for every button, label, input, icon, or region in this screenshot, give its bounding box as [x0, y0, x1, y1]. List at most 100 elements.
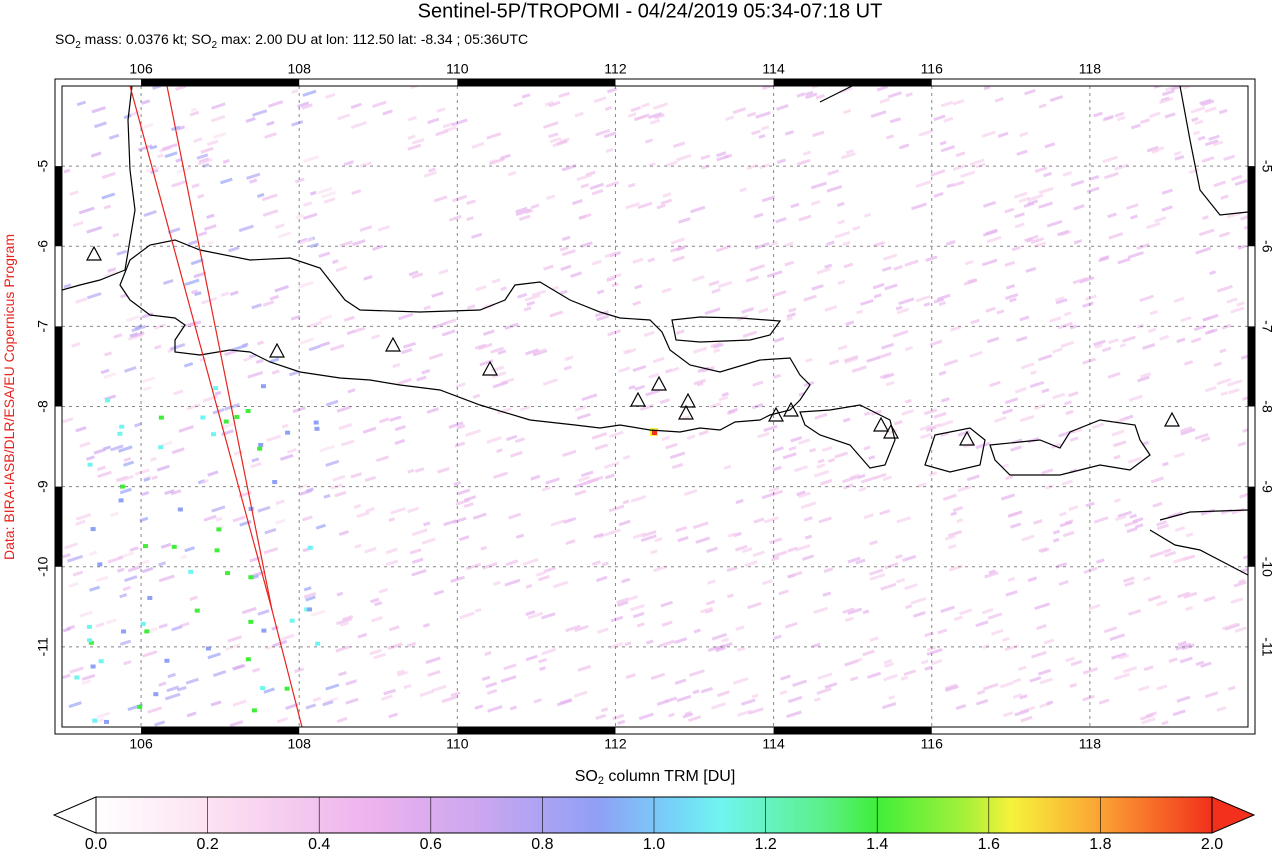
so2-pixel [142, 376, 156, 384]
so2-pixel [1068, 505, 1079, 512]
so2-pixel [552, 580, 569, 589]
credit: Data: BIRA-IASB/DLR/ESA/EU Copernicus Pr… [1, 234, 17, 560]
so2-pixel [981, 258, 998, 267]
so2-pixel [776, 104, 789, 111]
so2-pixel [116, 249, 128, 256]
so2-pixel [68, 581, 79, 588]
so2-pixel [162, 279, 174, 286]
so2-pixel [388, 712, 398, 719]
so2-pixel [1197, 135, 1206, 141]
so2-pixel [983, 86, 991, 91]
so2-pixel [1219, 348, 1227, 354]
so2-pixel [933, 411, 947, 419]
so2-pixel [692, 521, 709, 530]
so2-pixel [521, 93, 531, 99]
so2-pixel [1147, 594, 1162, 602]
so2-pixel [370, 615, 383, 623]
so2-pixel [1137, 375, 1150, 383]
colorbar-label: SO2 column TRM [DU] [575, 768, 736, 787]
so2-pixel [565, 539, 576, 546]
x-tick-label: 106 [129, 61, 153, 77]
so2-pixel [985, 228, 998, 236]
so2-pixel [976, 689, 986, 696]
so2-pixel [905, 92, 913, 98]
so2-pixel [89, 585, 101, 592]
so2-pixel [803, 516, 814, 522]
so2-pixel [1102, 155, 1118, 164]
so2-pixel [1149, 550, 1165, 559]
so2-pixel [88, 550, 98, 556]
so2-pixel [1122, 666, 1138, 674]
so2-pixel [946, 183, 954, 189]
so2-pixel [206, 213, 215, 219]
so2-pixel [1200, 436, 1211, 443]
so2-pixel [1049, 316, 1062, 323]
so2-pixel [176, 125, 186, 131]
so2-pixel [197, 231, 208, 237]
so2-pixel [987, 612, 1003, 620]
so2-pixel [1193, 324, 1206, 332]
so2-pixel [842, 417, 851, 423]
so2-pixel [112, 232, 120, 238]
so2-pixel [1179, 426, 1193, 433]
so2-pixel [1142, 343, 1156, 350]
so2-pixel [533, 698, 542, 704]
so2-pixel [604, 106, 612, 111]
so2-pixel [1176, 337, 1186, 344]
so2-pixel [812, 642, 821, 648]
so2-pixel [823, 567, 834, 573]
so2-pixel [805, 90, 814, 96]
so2-pixel [1005, 590, 1018, 597]
so2-pixel [883, 659, 893, 665]
so2-pixel [229, 290, 239, 296]
so2-pixel [507, 170, 517, 177]
so2-pixel [787, 546, 798, 553]
so2-pixel [456, 424, 466, 430]
so2-pixel [121, 629, 127, 634]
colorbar-under [52, 796, 97, 834]
so2-pixel [610, 615, 624, 623]
so2-pixel [227, 635, 242, 643]
so2-pixel [845, 320, 855, 326]
so2-pixel [1069, 436, 1079, 442]
so2-pixel [1173, 296, 1185, 303]
so2-pixel [365, 507, 375, 513]
so2-pixel [883, 673, 898, 682]
so2-pixel [604, 473, 615, 480]
so2-pixel [923, 408, 938, 416]
so2-pixel [782, 452, 797, 460]
so2-pixel [937, 628, 948, 635]
so2-pixel [905, 604, 913, 610]
so2-pixel [1041, 388, 1050, 394]
so2-pixel [910, 202, 927, 211]
so2-pixel [458, 535, 470, 542]
so2-pixel [1056, 229, 1070, 237]
so2-pixel [123, 456, 132, 462]
so2-pixel [496, 407, 512, 415]
so2-pixel [999, 681, 1014, 689]
volcano [85, 245, 1181, 446]
so2-pixel [343, 160, 354, 167]
so2-pixel [248, 619, 254, 624]
so2-pixel [1004, 207, 1015, 214]
so2-pixel [1226, 379, 1243, 387]
so2-pixel [110, 444, 124, 452]
so2-pixel [211, 102, 226, 110]
so2-pixel [1194, 432, 1209, 441]
so2-pixel [1065, 656, 1075, 663]
so2-pixel [206, 139, 219, 147]
so2-pixel [672, 255, 685, 263]
so2-pixel [805, 357, 813, 363]
so2-pixel [1200, 508, 1216, 516]
so2-pixel [245, 409, 251, 414]
so2-pixel [325, 459, 340, 467]
so2-pixel [866, 671, 882, 679]
so2-pixel [127, 565, 142, 573]
so2-pixel [117, 431, 123, 436]
swath-edge [129, 86, 303, 727]
so2-pixel [157, 153, 164, 159]
so2-pixel [624, 348, 637, 355]
so2-pixel [884, 562, 899, 570]
so2-pixel [387, 642, 403, 650]
y-tick-label: -10 [35, 556, 51, 576]
